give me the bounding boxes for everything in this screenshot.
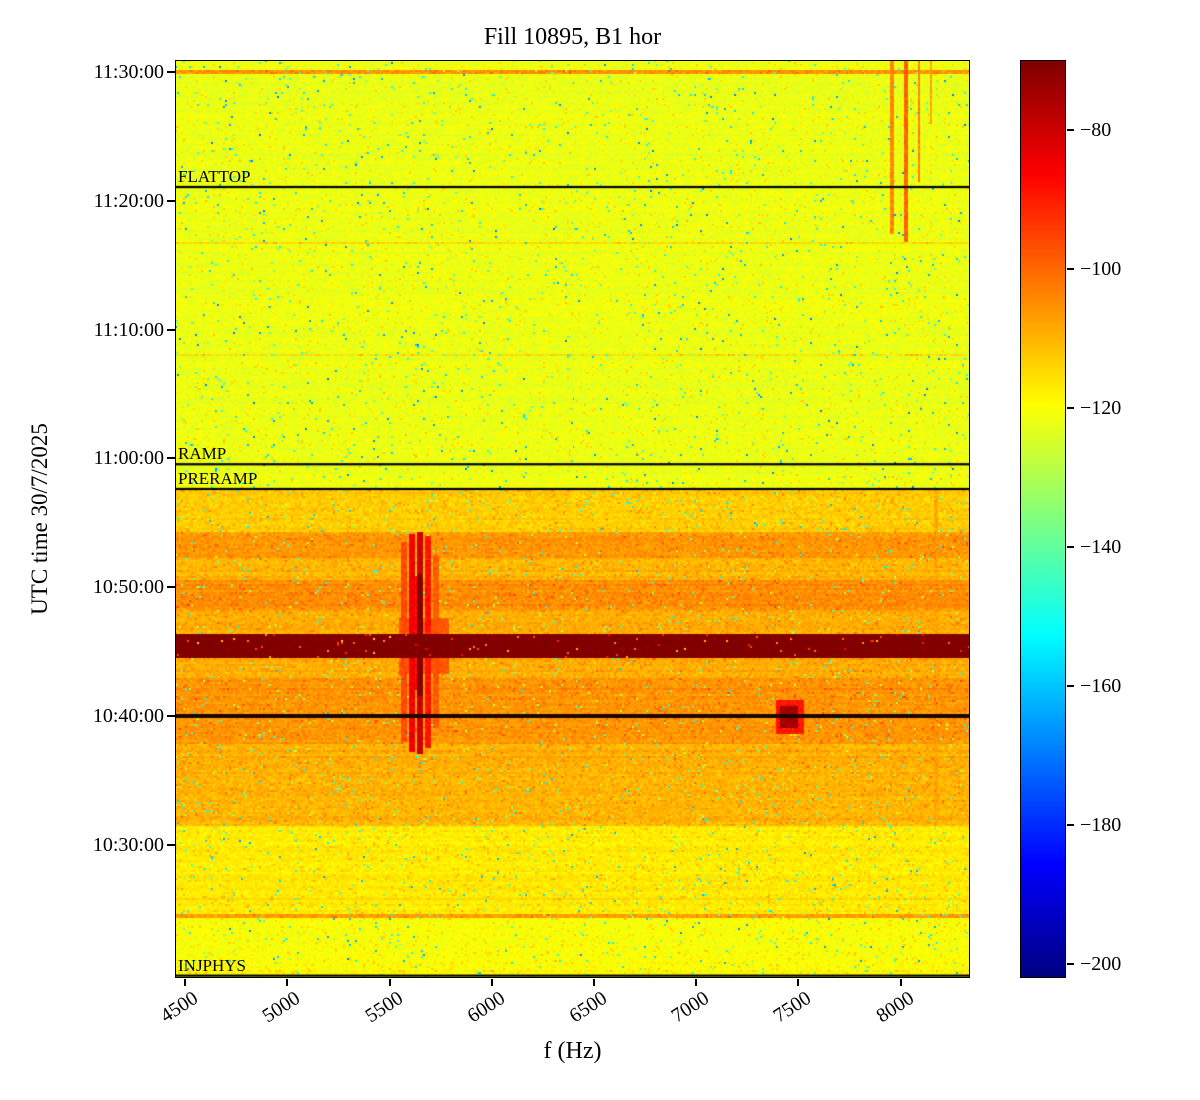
y-tick-label: 10:30:00: [92, 833, 164, 856]
x-tick-label: 7000: [667, 987, 714, 1028]
y-tick-label: 11:30:00: [93, 60, 164, 83]
spectrogram-canvas: [175, 60, 970, 978]
x-tick-label: 6000: [463, 987, 509, 1028]
annotation-injphys: INJPHYS: [178, 955, 247, 975]
annotation-preramp: PRERAMP: [178, 468, 258, 488]
x-tick-mark: [695, 979, 698, 986]
colorbar-tick-label: −100: [1080, 257, 1122, 280]
colorbar-canvas: [1020, 60, 1066, 978]
x-tick-mark: [797, 979, 800, 986]
colorbar-tick-mark: [1067, 406, 1074, 409]
x-tick-label: 5500: [361, 987, 407, 1028]
colorbar-tick-label: −160: [1080, 674, 1122, 697]
y-tick-mark: [167, 586, 175, 589]
chart-title: Fill 10895, B1 hor: [483, 24, 662, 50]
y-tick-label: 11:10:00: [93, 318, 164, 341]
x-tick-label: 5000: [258, 987, 305, 1028]
y-tick-label: 10:40:00: [92, 705, 164, 728]
colorbar-tick-label: −180: [1080, 814, 1122, 836]
colorbar-tick-label: −120: [1080, 396, 1122, 419]
y-tick-mark: [167, 843, 175, 846]
colorbar-tick-mark: [1067, 684, 1074, 687]
y-tick-mark: [167, 199, 175, 202]
colorbar-tick-mark: [1067, 824, 1074, 826]
annotation-ramp: RAMP: [178, 444, 227, 464]
y-tick-label: 11:00:00: [93, 447, 164, 470]
x-tick-label: 8000: [871, 987, 918, 1028]
plot-area: FLATTOP RAMP PRERAMP INJPHYS: [175, 60, 970, 978]
colorbar-tick-label: −80: [1080, 118, 1112, 141]
colorbar-tick-label: −140: [1080, 535, 1122, 558]
colorbar-tick-mark: [1067, 267, 1074, 270]
colorbar-tick-mark: [1067, 128, 1074, 131]
x-tick-label: 7500: [769, 987, 816, 1028]
x-tick-label: 4500: [156, 987, 203, 1028]
colorbar-tick-mark: [1067, 545, 1074, 548]
x-tick-mark: [490, 979, 493, 986]
x-tick-mark: [388, 979, 391, 986]
colorbar-tick-label: −200: [1080, 953, 1122, 976]
x-axis-label: f (Hz): [543, 1038, 602, 1064]
x-tick-mark: [899, 979, 902, 986]
y-tick-mark: [167, 70, 175, 73]
y-tick-mark: [167, 457, 175, 460]
colorbar: [1020, 60, 1066, 978]
annotation-flattop: FLATTOP: [178, 167, 251, 187]
y-tick-mark: [167, 328, 175, 331]
x-tick-label: 6500: [565, 987, 611, 1028]
y-tick-mark: [167, 715, 175, 718]
colorbar-tick-mark: [1067, 963, 1074, 966]
x-tick-mark: [184, 979, 187, 986]
x-tick-mark: [286, 979, 289, 986]
x-tick-mark: [592, 979, 595, 986]
y-tick-label: 11:20:00: [93, 189, 164, 212]
y-tick-label: 10:50:00: [92, 576, 164, 599]
